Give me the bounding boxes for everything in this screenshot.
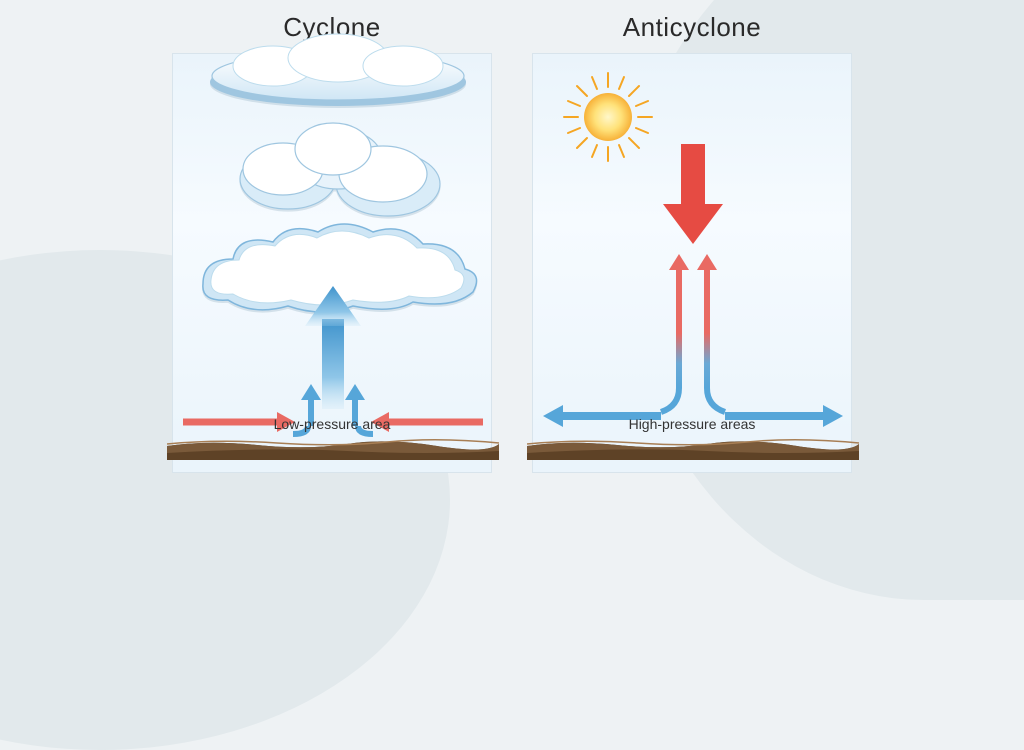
ground-cyclone bbox=[167, 438, 499, 460]
ground-anticyclone bbox=[527, 438, 859, 460]
anticyclone-label: High-pressure areas bbox=[533, 416, 851, 432]
outflow-arrows bbox=[533, 54, 853, 474]
inflow-arrows bbox=[173, 54, 493, 474]
cyclone-panel: Cyclone bbox=[162, 12, 502, 500]
anticyclone-title: Anticyclone bbox=[623, 12, 761, 43]
panels-row: Cyclone bbox=[0, 0, 1024, 500]
anticyclone-panel: Anticyclone bbox=[522, 12, 862, 500]
anticyclone-box: High-pressure areas bbox=[532, 53, 852, 473]
cyclone-box: Low-pressure area bbox=[172, 53, 492, 473]
cyclone-label: Low-pressure area bbox=[173, 416, 491, 432]
